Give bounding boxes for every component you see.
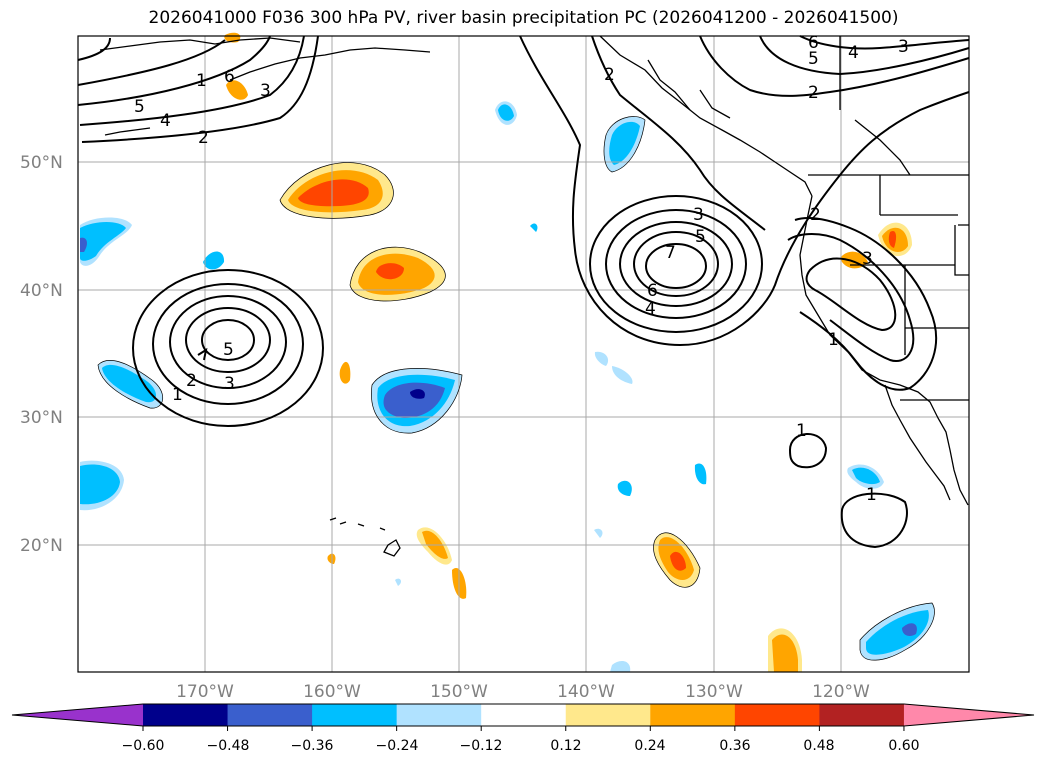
- contour-label: 1: [196, 71, 207, 91]
- contour-label: 2: [604, 65, 615, 85]
- map-title: 2026041000 F036 300 hPa PV, river basin …: [148, 8, 899, 28]
- colorbar-tick-label: 0.48: [803, 738, 834, 754]
- colorbar-tick-label: 0.24: [634, 738, 665, 754]
- colorbar-tick-label: 0.60: [888, 738, 919, 754]
- contour-label: 5: [134, 97, 145, 117]
- colorbar-extend-high: [903, 704, 1034, 726]
- colorbar-tick-label: 0.12: [550, 738, 581, 754]
- contour-label: 7: [665, 243, 676, 263]
- colorbar-segment: [819, 704, 905, 726]
- contour-label: 1: [866, 485, 877, 505]
- contour-label: 2: [186, 371, 197, 391]
- contour-label: 3: [898, 37, 909, 57]
- precip-outlines: [97, 116, 935, 661]
- contour-labels: 1 6 3 5 4 2 5 2 3 1 2 6 5 4 3 2 3 5 7 6 …: [134, 33, 909, 505]
- map-frame: [77, 35, 970, 673]
- lat-label: 40°N: [20, 281, 63, 301]
- contour-label: 2: [198, 128, 209, 148]
- latitude-labels: 50°N 40°N 30°N 20°N: [20, 153, 63, 556]
- colorbar-segment: [650, 704, 736, 726]
- colorbar-segment: [312, 704, 398, 726]
- contour-label: 6: [647, 281, 658, 301]
- lon-label: 140°W: [557, 682, 615, 702]
- contour-label: 5: [808, 49, 819, 69]
- colorbar-tick-label: −0.24: [376, 738, 419, 754]
- colorbar-tick-label: −0.60: [122, 738, 165, 754]
- contour-label: 6: [224, 67, 235, 87]
- colorbar-segment: [565, 704, 651, 726]
- colorbar-ticks: −0.60 −0.48 −0.36 −0.24 −0.12 0.12 0.24 …: [122, 738, 920, 754]
- lon-label: 170°W: [176, 682, 234, 702]
- lat-label: 30°N: [20, 408, 63, 428]
- colorbar-tick-label: −0.12: [460, 738, 503, 754]
- contour-label: 6: [808, 33, 819, 53]
- lat-label: 20°N: [20, 536, 63, 556]
- colorbar-tick-label: −0.36: [291, 738, 334, 754]
- colorbar-segment: [227, 704, 313, 726]
- colorbar-tick-label: 0.36: [719, 738, 750, 754]
- contour-label: 3: [862, 249, 873, 269]
- colorbar-tick-label: −0.48: [207, 738, 250, 754]
- pv-contours: [77, 35, 970, 549]
- lon-label: 130°W: [685, 682, 743, 702]
- colorbar-segment: [734, 704, 820, 726]
- colorbar: [11, 703, 1035, 731]
- colorbar-segment: [396, 704, 482, 726]
- contour-label: 4: [645, 299, 656, 319]
- contour-label: 2: [808, 83, 819, 103]
- lon-label: 160°W: [303, 682, 361, 702]
- colorbar-segment: [143, 704, 229, 726]
- colorbar-segment: [481, 704, 567, 726]
- contour-label: 3: [260, 81, 271, 101]
- contour-label: 5: [695, 227, 706, 247]
- contour-label: 5: [223, 340, 234, 360]
- contour-label: 2: [810, 205, 821, 225]
- longitude-labels: 170°W 160°W 150°W 140°W 130°W 120°W: [176, 682, 870, 702]
- contour-label: 1: [172, 385, 183, 405]
- contour-label: 1: [828, 330, 839, 350]
- graticule: [78, 36, 969, 672]
- coastlines: [99, 35, 969, 557]
- lat-label: 50°N: [20, 153, 63, 173]
- contour-label: 3: [224, 374, 235, 394]
- contour-label: 3: [693, 205, 704, 225]
- lon-label: 120°W: [812, 682, 870, 702]
- contour-label: 4: [160, 111, 171, 131]
- lon-label: 150°W: [430, 682, 488, 702]
- contour-label: 1: [796, 421, 807, 441]
- colorbar-extend-low: [12, 704, 143, 726]
- precip-shading: [80, 32, 935, 672]
- contour-label: 4: [848, 43, 859, 63]
